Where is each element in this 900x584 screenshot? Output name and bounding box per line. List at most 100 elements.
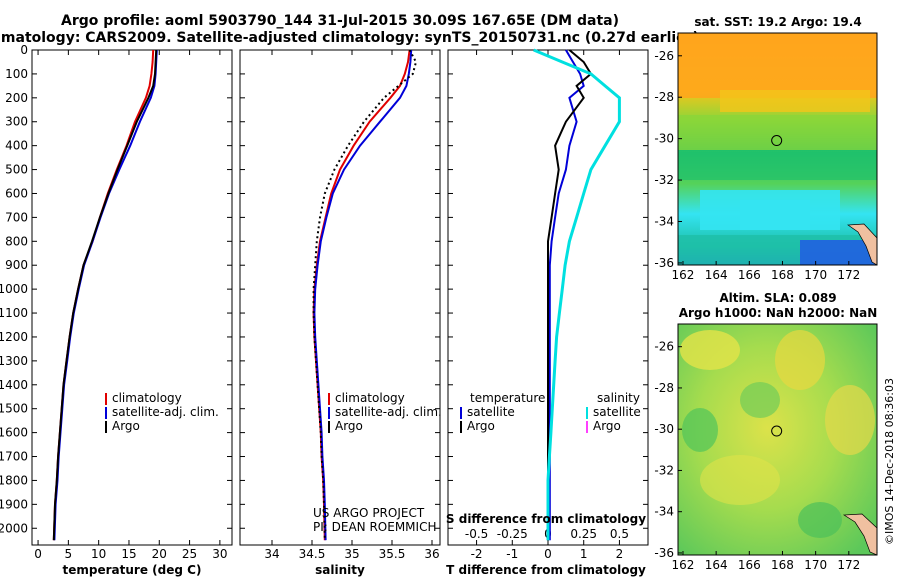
difference-legend: temperature satellite Argo salinity sate… [460,391,641,433]
sla-map-frame [677,323,878,556]
map-lat-label: -26 [654,340,674,354]
depth-tick-label: 0 [20,43,28,57]
depth-tick-label: 1300 [0,354,28,368]
imos-timestamp: ©IMOS 14-Dec-2018 08:36:03 [883,378,896,545]
series-line-temperature-satellite [548,49,585,541]
t-difference-tick-label: 0 [544,547,552,561]
legend-climatology: climatology [335,391,405,405]
salinity-tick-label: 34.5 [299,547,326,561]
t-difference-tick-label: -2 [471,547,483,561]
depth-tick-label: 900 [5,258,28,272]
legend-temperature-title: temperature [470,391,545,405]
depth-tick-label: 100 [5,67,28,81]
depth-tick-label: 1600 [0,426,28,440]
depth-tick-label: 1700 [0,450,28,464]
figure-title-line2: Climatology: CARS2009. Satellite-adjuste… [0,30,699,46]
salinity-axis-label: salinity [315,563,365,577]
map-lon-label: 172 [837,268,860,282]
depth-tick-label: 200 [5,91,28,105]
map-lon-label: 162 [672,558,695,572]
depth-tick-label: 600 [5,186,28,200]
map-lat-label: -28 [654,381,674,395]
s-difference-tick-label: -0.5 [465,527,488,541]
map-lon-label: 170 [804,268,827,282]
sla-map-image [678,324,877,555]
legend-satellite-adj: satellite-adj. clim. [112,405,219,419]
temperature-tick-label: 20 [152,547,167,561]
depth-tick-label: 500 [5,163,28,177]
map-lon-label: 170 [804,558,827,572]
sst-map-frame [677,32,878,266]
series-line-salinity-satellite [533,48,621,541]
map-lat-label: -36 [654,546,674,560]
sst-map-image [678,33,877,265]
legend-salinity-title: salinity [597,391,640,405]
series-line-satellite-adj-clim- [53,49,158,541]
map-lat-label: -30 [654,132,674,146]
temperature-panel-frame [31,49,233,546]
depth-tick-label: 1400 [0,378,28,392]
map-lon-label: 166 [738,558,761,572]
sla-argo-position-marker [771,425,783,437]
legend-argo: Argo [335,419,363,433]
depth-tick-label: 1000 [0,282,28,296]
temperature-tick-label: 15 [121,547,136,561]
s-difference-tick-label: 0.5 [610,527,629,541]
depth-axis-ticks: 0 100 200 300 400 500 600 700 800 900 1000 1100 1200… [0,43,648,535]
salinity-tick-label: 34 [264,547,279,561]
figure-title-line1: Argo profile: aoml 5903790_144 31-Jul-20… [61,13,619,29]
series-line-argo [52,49,158,541]
map-lat-label: -30 [654,422,674,436]
temperature-axis-label: temperature (deg C) [63,563,202,577]
map-lat-label: -34 [654,505,674,519]
depth-tick-label: 400 [5,139,28,153]
map-lon-label: 172 [837,558,860,572]
depth-tick-label: 800 [5,234,28,248]
salinity-legend: climatology satellite-adj. clim. Argo [328,391,442,433]
depth-tick-label: 1900 [0,497,28,511]
map-lat-label: -32 [654,463,674,477]
map-lon-label: 168 [771,558,794,572]
series-line-satellite-adj-clim- [313,49,413,541]
depth-tick-label: 2000 [0,521,28,535]
temperature-tick-label: 5 [65,547,73,561]
legend-satellite-adj: satellite-adj. clim. [335,405,442,419]
salinity-tick-label: 35 [344,547,359,561]
legend-t-satellite: satellite [467,405,515,419]
depth-tick-label: 700 [5,210,28,224]
s-difference-tick-label: -0.25 [497,527,528,541]
t-difference-axis-label: T difference from climatology [446,563,646,577]
sst-map-title: sat. SST: 19.2 Argo: 19.4 [694,15,861,29]
t-difference-tick-label: 2 [616,547,624,561]
map-lat-label: -26 [654,49,674,63]
temperature-tick-label: 10 [91,547,106,561]
depth-tick-label: 1800 [0,473,28,487]
map-lon-label: 164 [705,268,728,282]
sst-map-ticks: 162 164 166 168 170 172 -26 -28 -30 -32 -34 -36 [654,49,860,282]
map-lat-label: -32 [654,173,674,187]
map-lat-label: -36 [654,256,674,270]
project-annotation-line2: PI: DEAN ROEMMICH [313,520,436,534]
legend-s-argo: Argo [593,419,621,433]
series-line-argo [312,49,418,541]
salinity-panel-frame [239,49,441,546]
s-difference-axis-label: S difference from climatology [446,512,646,526]
depth-tick-label: 300 [5,115,28,129]
sla-map-subtitle: Argo h1000: NaN h2000: NaN [679,306,878,320]
depth-tick-label: 1200 [0,330,28,344]
sla-map-title: Altim. SLA: 0.089 [719,291,836,305]
map-lat-label: -34 [654,215,674,229]
sst-argo-position-marker [771,135,783,147]
map-lon-label: 168 [771,268,794,282]
x-axis-ticks: 0 5 10 15 20 25 30 34 34.5 35 35.5 36 -2 -1 0 1 2 -0.5 -0.… [34,50,629,561]
t-difference-tick-label: -1 [506,547,518,561]
profile-series [52,48,621,541]
legend-climatology: climatology [112,391,182,405]
salinity-tick-label: 35.5 [379,547,406,561]
temperature-legend: climatology satellite-adj. clim. Argo [105,391,219,433]
project-annotation-line1: US ARGO PROJECT [313,506,425,520]
depth-tick-label: 1100 [0,306,28,320]
series-line-climatology [312,49,411,541]
temperature-tick-label: 0 [34,547,42,561]
legend-argo: Argo [112,419,140,433]
